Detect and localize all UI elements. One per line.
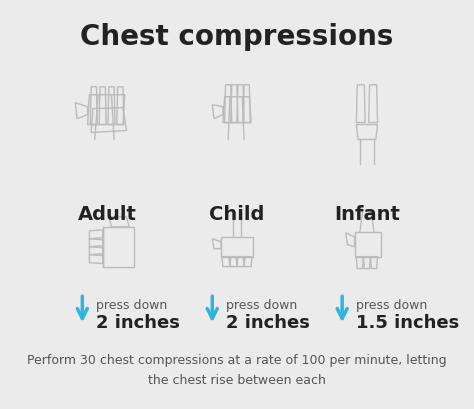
Text: press down: press down <box>356 299 428 312</box>
Text: Chest compressions: Chest compressions <box>80 23 394 51</box>
Text: Adult: Adult <box>78 204 137 223</box>
Text: 1.5 inches: 1.5 inches <box>356 313 460 331</box>
Text: Child: Child <box>210 204 264 223</box>
Text: Perform 30 chest compressions at a rate of 100 per minute, letting
the chest ris: Perform 30 chest compressions at a rate … <box>27 353 447 386</box>
Text: press down: press down <box>97 299 168 312</box>
Text: 2 inches: 2 inches <box>97 313 180 331</box>
Text: press down: press down <box>227 299 298 312</box>
Text: Infant: Infant <box>334 204 400 223</box>
Text: 2 inches: 2 inches <box>227 313 310 331</box>
